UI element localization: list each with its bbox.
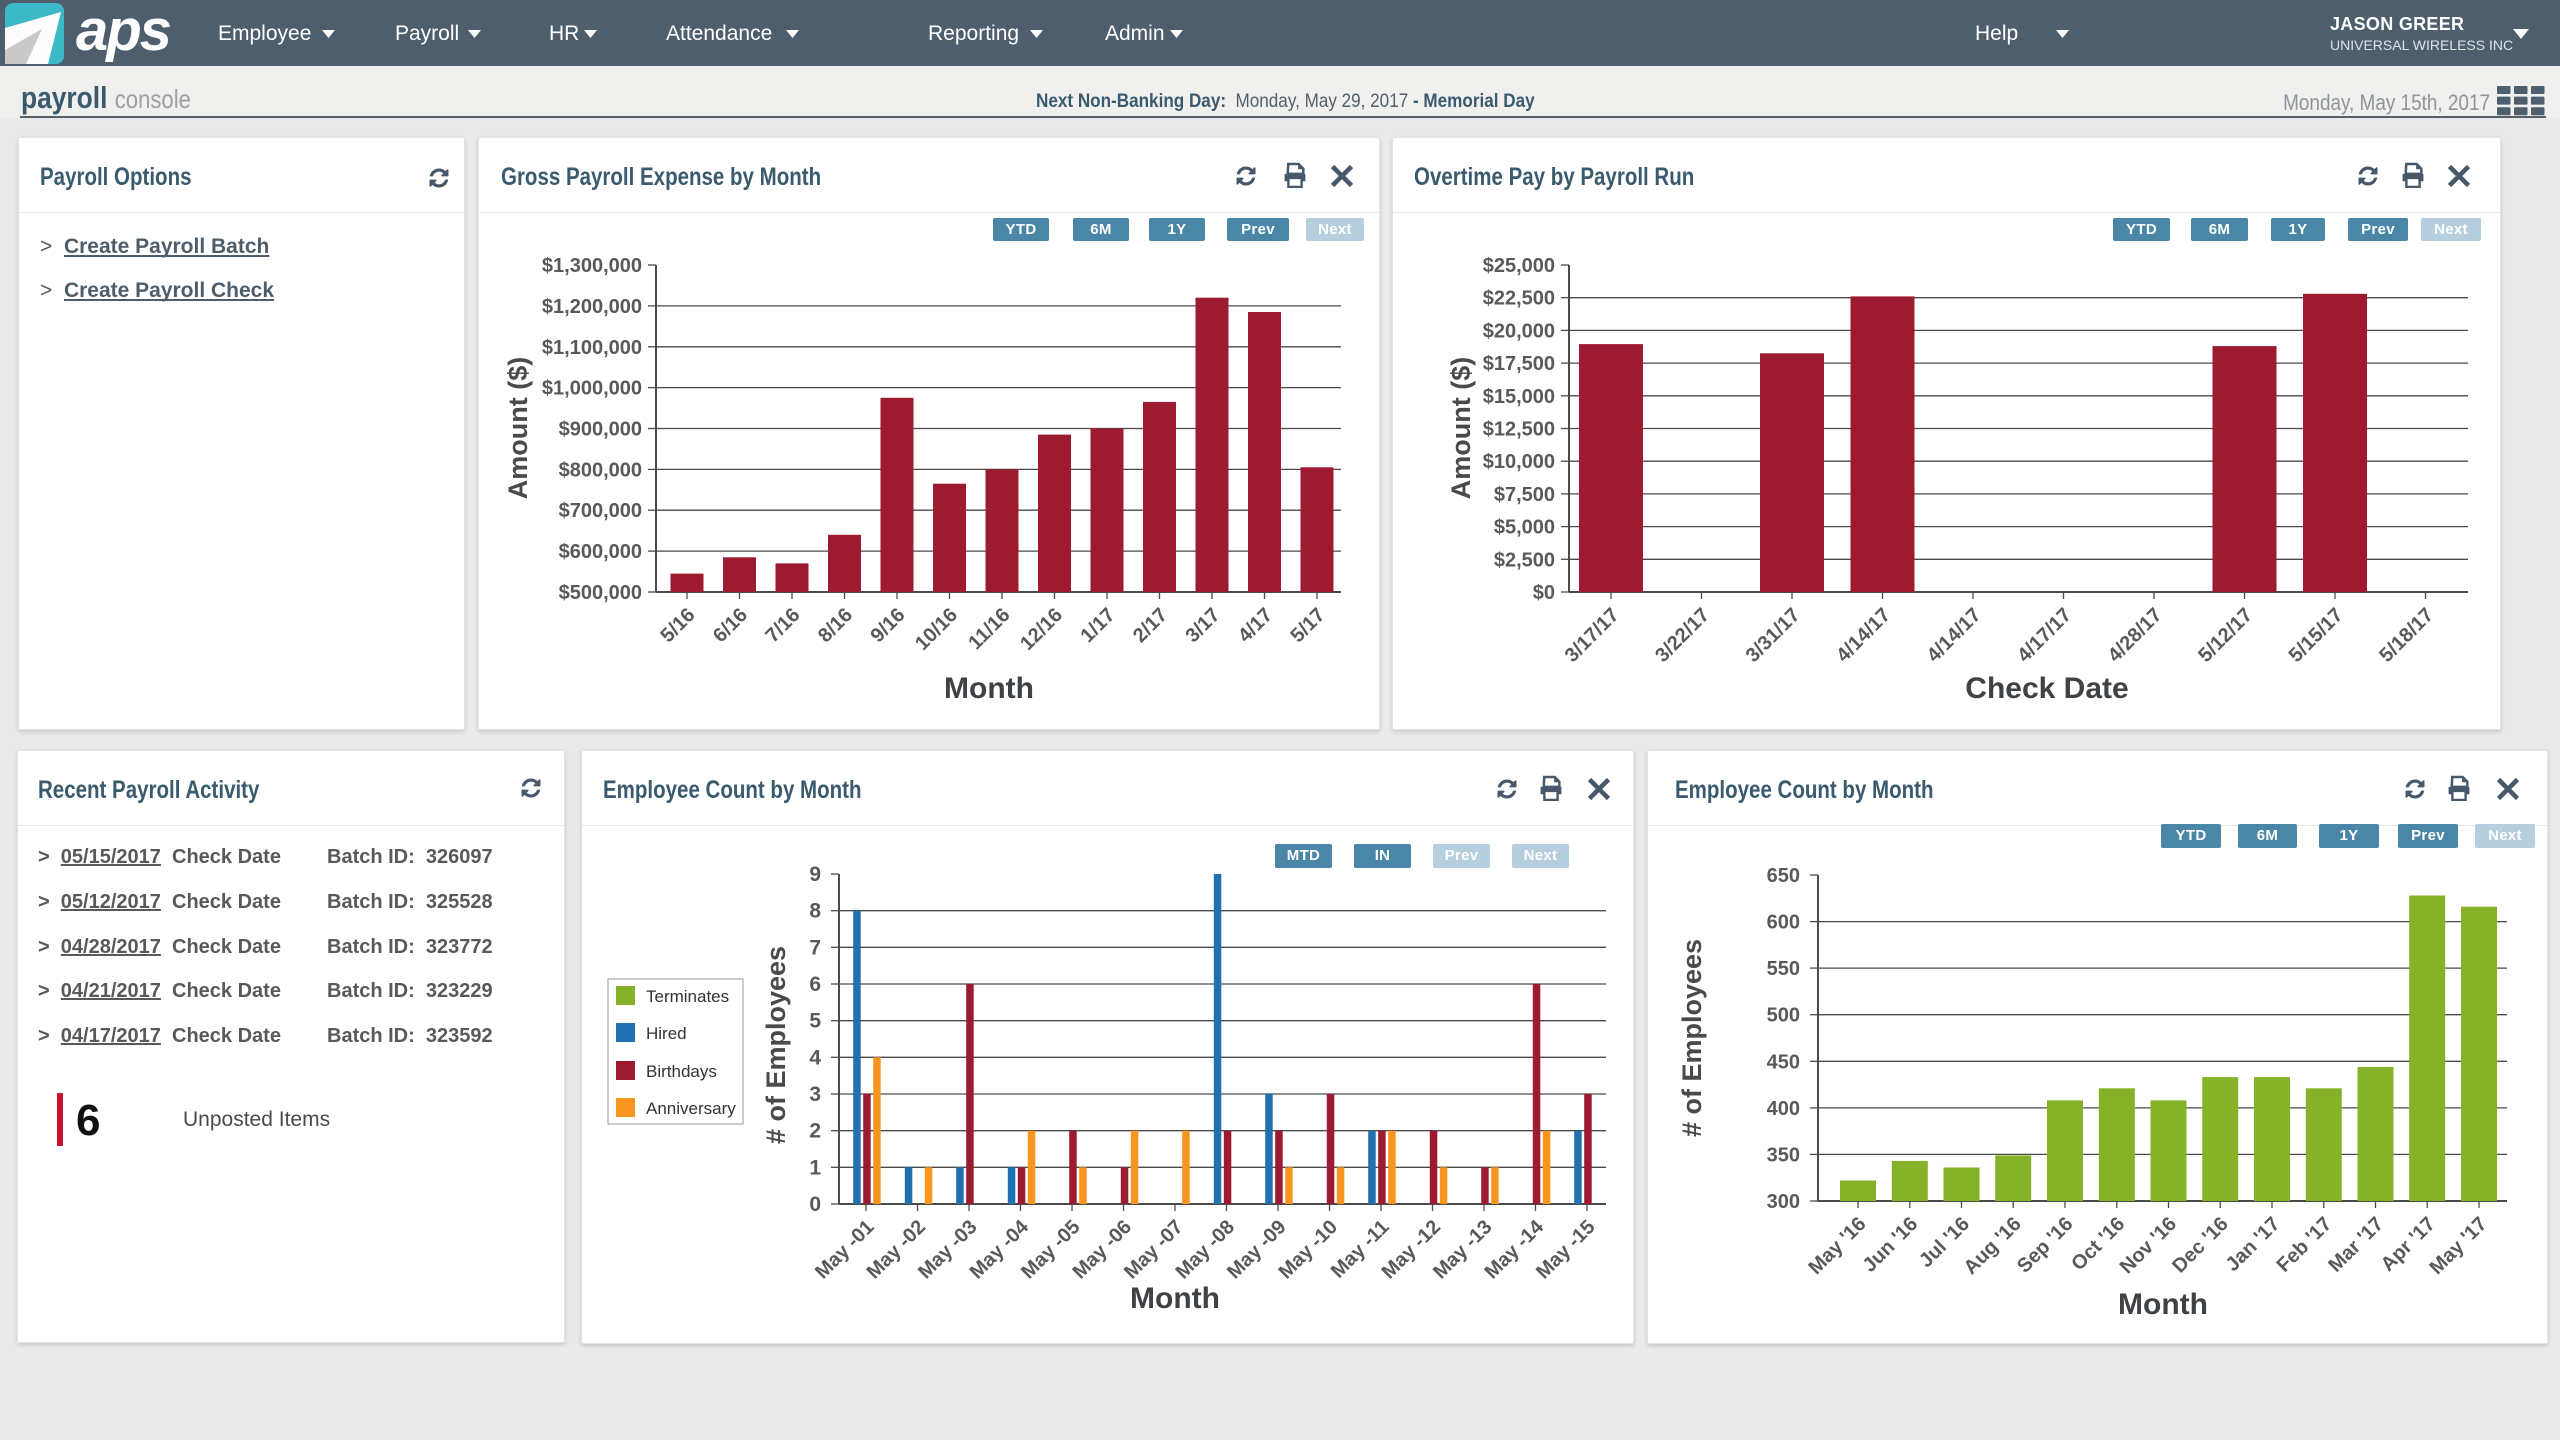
svg-text:550: 550 (1767, 958, 1800, 980)
svg-text:$15,000: $15,000 (1483, 386, 1555, 408)
svg-text:Amount ($): Amount ($) (1446, 357, 1476, 499)
svg-text:1/17: 1/17 (1076, 604, 1119, 647)
svg-text:Month: Month (944, 672, 1034, 705)
svg-text:Feb '17: Feb '17 (2273, 1213, 2337, 1277)
svg-text:$600,000: $600,000 (559, 541, 642, 563)
svg-text:$17,500: $17,500 (1483, 353, 1555, 375)
svg-text:600: 600 (1767, 912, 1800, 934)
svg-text:$700,000: $700,000 (559, 500, 642, 522)
svg-text:$20,000: $20,000 (1483, 320, 1555, 342)
svg-text:May '16: May '16 (1804, 1213, 1870, 1279)
svg-text:Month: Month (1130, 1282, 1220, 1315)
svg-text:Month: Month (2118, 1288, 2208, 1321)
svg-text:5/12/17: 5/12/17 (2194, 604, 2257, 667)
svg-text:$7,500: $7,500 (1494, 484, 1555, 506)
svg-text:4/14/17: 4/14/17 (1923, 604, 1986, 667)
svg-text:Aug '16: Aug '16 (1960, 1213, 2026, 1279)
svg-text:# of Employees: # of Employees (761, 946, 791, 1144)
svg-text:3/17/17: 3/17/17 (1561, 604, 1624, 667)
svg-text:2: 2 (809, 1120, 821, 1143)
svg-text:$0: $0 (1533, 582, 1555, 604)
svg-text:Mar '17: Mar '17 (2324, 1213, 2388, 1277)
svg-text:9: 9 (809, 863, 821, 886)
svg-text:5/17: 5/17 (1286, 604, 1329, 647)
svg-text:$1,000,000: $1,000,000 (542, 378, 642, 400)
svg-text:Jan '17: Jan '17 (2222, 1213, 2285, 1276)
svg-text:$800,000: $800,000 (559, 459, 642, 481)
svg-text:$900,000: $900,000 (559, 419, 642, 441)
svg-text:4: 4 (809, 1046, 821, 1069)
svg-text:# of Employees: # of Employees (1677, 939, 1707, 1137)
svg-text:400: 400 (1767, 1098, 1800, 1120)
svg-text:Anniversary: Anniversary (646, 1099, 736, 1118)
svg-text:Birthdays: Birthdays (646, 1062, 717, 1081)
svg-text:5/16: 5/16 (656, 604, 699, 647)
svg-text:Amount ($): Amount ($) (503, 357, 533, 499)
svg-text:Nov '16: Nov '16 (2116, 1213, 2181, 1278)
svg-text:10/16: 10/16 (911, 604, 962, 655)
svg-text:$10,000: $10,000 (1483, 451, 1555, 473)
svg-text:$12,500: $12,500 (1483, 419, 1555, 441)
svg-text:9/16: 9/16 (866, 604, 909, 647)
svg-text:2/17: 2/17 (1129, 604, 1172, 647)
svg-text:Jun '16: Jun '16 (1859, 1213, 1923, 1277)
svg-text:7: 7 (809, 936, 821, 959)
svg-text:3/22/17: 3/22/17 (1651, 604, 1714, 667)
svg-text:350: 350 (1767, 1144, 1800, 1166)
svg-text:11/16: 11/16 (964, 604, 1014, 654)
svg-text:$2,500: $2,500 (1494, 549, 1555, 571)
svg-text:3/17: 3/17 (1181, 604, 1224, 647)
svg-text:$22,500: $22,500 (1483, 288, 1555, 310)
svg-text:3/31/17: 3/31/17 (1742, 604, 1805, 667)
svg-text:5/18/17: 5/18/17 (2375, 604, 2438, 667)
svg-text:8/16: 8/16 (814, 604, 857, 647)
svg-text:500: 500 (1767, 1005, 1800, 1027)
svg-text:8: 8 (809, 900, 821, 923)
svg-text:$500,000: $500,000 (559, 582, 642, 604)
svg-text:Terminates: Terminates (646, 987, 729, 1006)
svg-text:4/17: 4/17 (1234, 604, 1277, 647)
svg-text:3: 3 (809, 1083, 821, 1106)
svg-text:$1,100,000: $1,100,000 (542, 337, 642, 359)
svg-text:Sep '16: Sep '16 (2013, 1213, 2078, 1278)
svg-text:Dec '16: Dec '16 (2168, 1213, 2233, 1278)
svg-text:0: 0 (809, 1193, 821, 1216)
svg-text:5/15/17: 5/15/17 (2285, 604, 2348, 667)
svg-text:Hired: Hired (646, 1024, 687, 1043)
svg-text:7/16: 7/16 (761, 604, 804, 647)
svg-text:6/16: 6/16 (709, 604, 752, 647)
svg-text:450: 450 (1767, 1051, 1800, 1073)
svg-text:4/28/17: 4/28/17 (2104, 604, 2167, 667)
svg-text:Check Date: Check Date (1965, 672, 2128, 705)
svg-text:$1,200,000: $1,200,000 (542, 296, 642, 318)
svg-text:300: 300 (1767, 1191, 1800, 1213)
svg-text:650: 650 (1767, 865, 1800, 887)
svg-text:$1,300,000: $1,300,000 (542, 255, 642, 277)
svg-text:$5,000: $5,000 (1494, 517, 1555, 539)
svg-text:May '17: May '17 (2425, 1213, 2491, 1279)
svg-text:6: 6 (809, 973, 821, 996)
svg-text:4/17/17: 4/17/17 (2013, 604, 2076, 667)
svg-text:4/14/17: 4/14/17 (1832, 604, 1895, 667)
svg-text:5: 5 (809, 1010, 821, 1033)
svg-text:12/16: 12/16 (1016, 604, 1067, 655)
svg-text:$25,000: $25,000 (1483, 255, 1555, 277)
svg-text:1: 1 (809, 1156, 821, 1179)
